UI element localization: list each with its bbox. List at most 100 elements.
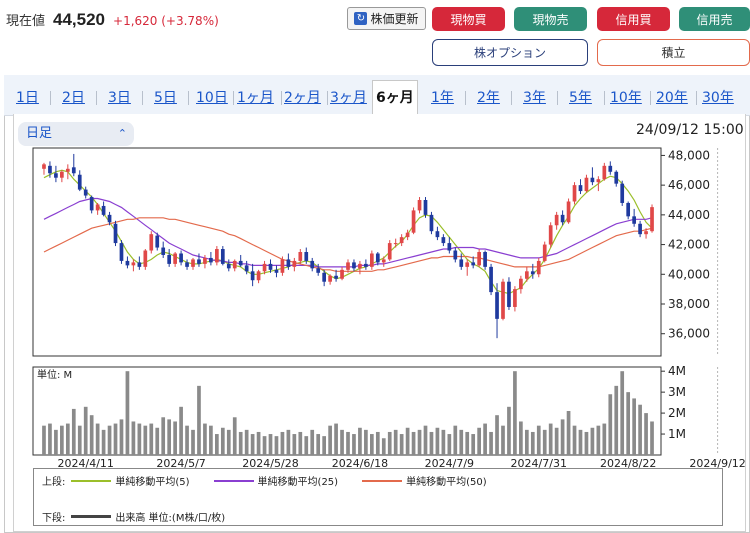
tab-10y[interactable]: 10年 xyxy=(610,90,642,106)
price-summary: 現在値 44,520 +1,620 (+3.78%) xyxy=(6,10,219,30)
volume-bar xyxy=(584,431,589,455)
tab-1d[interactable]: 1日 xyxy=(16,90,39,106)
legend-ma5-label: 単純移動平均(5) xyxy=(115,477,190,488)
tab-10d[interactable]: 10日 xyxy=(196,90,228,106)
candle-body xyxy=(650,207,654,232)
candle-body xyxy=(626,202,631,217)
candle-body xyxy=(280,259,285,273)
volume-bar xyxy=(274,436,279,455)
volume-bar xyxy=(411,431,416,455)
volume-bar xyxy=(167,419,172,455)
candle-body xyxy=(483,252,487,267)
volume-bar xyxy=(548,423,553,455)
volume-bar xyxy=(632,398,636,455)
candle-body xyxy=(220,249,225,264)
candle-body xyxy=(334,275,338,279)
price-tick-label: 40,000 xyxy=(668,267,710,281)
cash-buy-button[interactable]: 現物買 xyxy=(432,7,505,31)
tab-1m[interactable]: 1ヶ月 xyxy=(237,90,274,106)
volume-bar xyxy=(268,434,273,455)
volume-bar xyxy=(65,423,70,455)
margin-buy-button[interactable]: 信用買 xyxy=(597,7,670,31)
volume-bar xyxy=(173,421,177,455)
tab-3d[interactable]: 3日 xyxy=(108,90,131,106)
price-tick-label: 48,000 xyxy=(668,148,710,162)
volume-bar xyxy=(185,425,189,455)
candle-body xyxy=(399,237,404,244)
volume-bar xyxy=(197,385,201,455)
candle-body xyxy=(65,168,70,172)
candle-body xyxy=(352,262,356,269)
tab-2m[interactable]: 2ヶ月 xyxy=(284,90,321,106)
stock-options-button[interactable]: 株オプション xyxy=(432,39,588,66)
volume-bar xyxy=(328,425,332,455)
candle-body xyxy=(447,243,452,251)
stock-options-label: 株オプション xyxy=(473,46,546,60)
candle-body xyxy=(453,250,458,260)
date-tick-label: 2024/5/7 xyxy=(156,457,205,470)
tab-30y[interactable]: 30年 xyxy=(702,90,734,106)
candle-body xyxy=(620,183,625,203)
volume-bar xyxy=(280,431,285,455)
legend-ma5: 単純移動平均(5) xyxy=(65,473,190,488)
volume-bar xyxy=(215,434,219,455)
volume-bar xyxy=(644,413,648,455)
candle-body xyxy=(71,167,76,174)
volume-bar xyxy=(42,425,46,455)
candle-body xyxy=(131,262,136,266)
interval-value: 日足 xyxy=(26,126,53,141)
interval-select[interactable]: 日足 ⌃ xyxy=(18,122,134,146)
volume-bar xyxy=(107,425,112,455)
tab-3m[interactable]: 3ヶ月 xyxy=(330,90,367,106)
volume-bar xyxy=(143,425,148,455)
date-tick-label: 2024/4/11 xyxy=(58,457,114,470)
volume-bar xyxy=(417,429,422,455)
cash-sell-label: 現物売 xyxy=(532,12,569,27)
tab-6m[interactable]: 6ヶ月 xyxy=(372,80,418,115)
volume-bar xyxy=(566,411,571,455)
candle-body xyxy=(137,262,142,267)
volume-tick-label: 2M xyxy=(668,406,686,420)
volume-bar xyxy=(501,425,505,455)
date-tick-label: 2024/5/28 xyxy=(242,457,298,470)
volume-bar xyxy=(399,434,404,455)
tab-2d[interactable]: 2日 xyxy=(62,90,85,106)
candle-body xyxy=(638,223,642,235)
candle-body xyxy=(369,253,374,267)
candle-body xyxy=(215,249,219,263)
date-tick-label: 2024/6/18 xyxy=(332,457,388,470)
refresh-price-button[interactable]: ↻ 株価更新 xyxy=(347,7,426,30)
accumulation-button[interactable]: 積立 xyxy=(597,39,750,66)
candle-body xyxy=(381,259,386,263)
candle-body xyxy=(632,216,636,224)
date-tick-label: 2024/7/9 xyxy=(425,457,474,470)
margin-sell-button[interactable]: 信用売 xyxy=(679,7,750,31)
tab-20y[interactable]: 20年 xyxy=(656,90,688,106)
tab-5y[interactable]: 5年 xyxy=(569,90,592,106)
candle-body xyxy=(519,278,523,290)
candle-body xyxy=(644,231,648,235)
legend-ma25-label: 単純移動平均(25) xyxy=(257,477,339,488)
tab-3y[interactable]: 3年 xyxy=(523,90,546,106)
candle-body xyxy=(358,263,362,269)
cash-sell-button[interactable]: 現物売 xyxy=(514,7,587,31)
candle-body xyxy=(554,214,559,226)
candle-body xyxy=(113,223,118,244)
candle-body xyxy=(417,200,422,211)
volume-bar xyxy=(226,429,231,455)
cash-buy-label: 現物買 xyxy=(450,12,487,27)
candle-body xyxy=(524,271,529,279)
volume-bar xyxy=(179,406,183,455)
candle-body xyxy=(387,243,392,260)
tab-1y[interactable]: 1年 xyxy=(431,90,454,106)
volume-bar xyxy=(238,431,243,455)
tab-5d[interactable]: 5日 xyxy=(154,90,177,106)
volume-bar xyxy=(310,429,315,455)
candle-body xyxy=(191,259,195,267)
candle-body xyxy=(95,204,100,211)
volume-bar xyxy=(149,423,154,455)
tab-2y[interactable]: 2年 xyxy=(477,90,500,106)
volume-bar xyxy=(590,427,595,455)
legend-ma50-label: 単純移動平均(50) xyxy=(406,477,487,488)
volume-bar xyxy=(131,421,136,455)
